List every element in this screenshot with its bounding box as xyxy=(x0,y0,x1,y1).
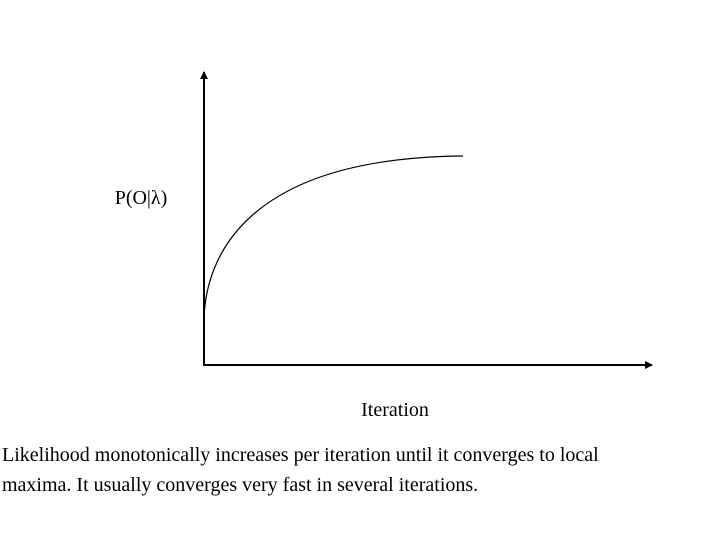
caption-line: Likelihood monotonically increases per i… xyxy=(2,444,599,466)
caption-line: maxima. It usually converges very fast i… xyxy=(2,474,479,496)
diagram: P(O|λ) Iteration xyxy=(115,71,653,421)
y-axis-label: P(O|λ) xyxy=(115,187,168,209)
x-axis-label: Iteration xyxy=(361,399,429,421)
caption: Likelihood monotonically increases per i… xyxy=(2,440,599,500)
likelihood-curve xyxy=(203,155,464,319)
